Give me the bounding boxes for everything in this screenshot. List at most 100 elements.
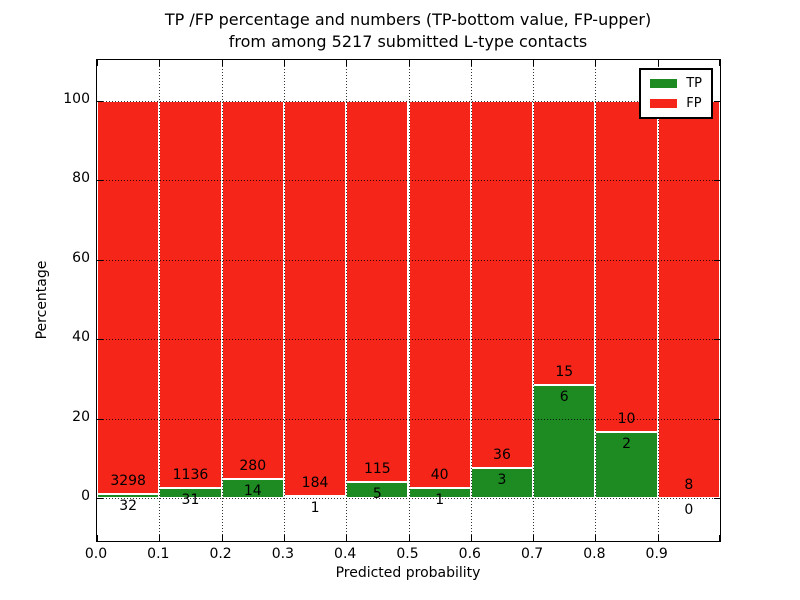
tp-count-label: 1: [310, 499, 320, 516]
x-tick-label: 0.9: [645, 546, 668, 562]
fp-count-label: 115: [363, 460, 391, 477]
tick-mark: [97, 101, 103, 102]
fp-count-label: 15: [555, 363, 574, 380]
gridline-v: [222, 60, 223, 541]
tick-mark: [595, 535, 596, 541]
x-axis-title: Predicted probability: [335, 565, 481, 581]
gridline-h: [97, 339, 720, 340]
tp-count-label: 1: [435, 492, 445, 509]
y-axis-title: Percentage: [34, 260, 50, 340]
tick-mark: [97, 498, 103, 499]
tick-mark: [97, 60, 98, 66]
x-tick-label: 0.2: [209, 546, 232, 562]
tick-mark: [719, 60, 720, 66]
gridline-v: [595, 60, 596, 541]
fp-count-label: 3298: [110, 473, 146, 490]
tp-count-label: 2: [622, 435, 631, 452]
tick-mark: [714, 339, 720, 340]
fp-count-label: 184: [301, 474, 329, 491]
x-tick-label: 0.3: [271, 546, 295, 562]
tick-mark: [346, 535, 347, 541]
tick-mark: [658, 60, 659, 66]
tp-count-label: 6: [559, 388, 569, 405]
bar-tp-7: [533, 384, 596, 499]
tick-mark: [222, 535, 223, 541]
fp-count-label: 280: [239, 458, 267, 475]
legend-item-tp: TP: [650, 77, 702, 90]
chart-title: TP /FP percentage and numbers (TP-bottom…: [96, 9, 720, 53]
tick-mark: [97, 260, 103, 261]
tick-mark: [471, 535, 472, 541]
fp-count-label: 1136: [172, 466, 209, 483]
fp-swatch-icon: [650, 99, 678, 108]
fp-count-label: 36: [493, 446, 511, 463]
x-tick-label: 0.6: [458, 546, 481, 562]
bar-fp-7: [533, 100, 596, 385]
tick-mark: [595, 60, 596, 66]
gridline-v: [658, 60, 659, 541]
x-tick-label: 0.1: [147, 546, 170, 562]
tick-mark: [471, 60, 472, 66]
tp-count-label: 3: [497, 471, 507, 488]
gridline-v: [346, 60, 347, 541]
bar-fp-5: [408, 100, 471, 489]
bar-tp-0: [97, 494, 160, 499]
tick-mark: [658, 535, 659, 541]
gridline-h: [97, 260, 720, 261]
tp-count-label: 31: [181, 491, 200, 508]
gridline-v: [409, 60, 410, 541]
fp-count-label: 8: [684, 477, 694, 494]
tick-mark: [719, 535, 720, 541]
tick-mark: [714, 419, 720, 420]
tick-mark: [284, 60, 285, 66]
legend-label-tp: TP: [686, 76, 702, 91]
gridline-h: [97, 498, 720, 499]
legend: TP FP: [639, 68, 713, 119]
y-tick-label: 100: [63, 90, 90, 107]
gridline-h: [97, 180, 720, 181]
tick-mark: [714, 101, 720, 102]
tick-mark: [533, 60, 534, 66]
bar-tp-8: [595, 431, 658, 499]
bar-fp-0: [97, 100, 160, 495]
tick-mark: [284, 535, 285, 541]
chart-title-line1: TP /FP percentage and numbers (TP-bottom…: [164, 10, 652, 29]
tick-mark: [714, 260, 720, 261]
x-tick-label: 0.4: [334, 546, 357, 562]
bar-fp-2: [221, 100, 284, 480]
plot-area: 3298 32 1136 31 280 14 184 1 115 5 40 1 36 3 15 6 10 2 8 0 …: [96, 59, 721, 542]
gridline-h: [97, 419, 720, 420]
gridline-v: [159, 60, 160, 541]
bar-fp-4: [346, 100, 409, 482]
gridline-v: [284, 60, 285, 541]
gridline-v: [533, 60, 534, 541]
tick-mark: [714, 180, 720, 181]
tp-count-label: 0: [684, 502, 694, 519]
bar-fp-3: [283, 100, 347, 496]
bar-fp-9: [657, 100, 720, 499]
y-tick-label: 40: [72, 329, 90, 346]
tick-mark: [159, 535, 160, 541]
tick-mark: [97, 419, 103, 420]
tick-mark: [409, 60, 410, 66]
gridline-h: [97, 101, 720, 102]
bar-fp-6: [470, 100, 534, 468]
legend-label-fp: FP: [686, 96, 702, 111]
tick-mark: [97, 180, 103, 181]
fp-count-label: 10: [617, 410, 636, 427]
tp-swatch-icon: [650, 79, 678, 88]
chart-title-line2: from among 5217 submitted L-type contact…: [228, 32, 588, 51]
x-tick-label: 0.7: [520, 546, 544, 562]
tick-mark: [533, 535, 534, 541]
tp-count-label: 5: [372, 485, 382, 502]
tick-mark: [97, 535, 98, 541]
y-tick-label: 80: [72, 170, 90, 187]
tick-mark: [714, 498, 720, 499]
bar-fp-8: [595, 100, 658, 432]
x-tick-label: 0.0: [84, 546, 108, 562]
tp-count-label: 32: [119, 498, 138, 515]
tp-count-label: 14: [243, 483, 262, 500]
bar-fp-1: [159, 100, 222, 488]
tick-mark: [159, 60, 160, 66]
